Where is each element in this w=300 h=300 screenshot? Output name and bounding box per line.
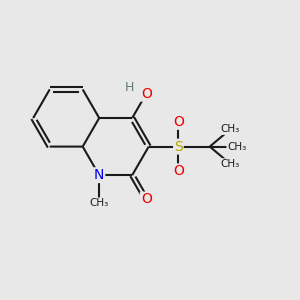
Text: CH₃: CH₃ — [221, 159, 240, 169]
Text: N: N — [94, 168, 104, 182]
Text: CH₃: CH₃ — [221, 124, 240, 134]
Text: O: O — [173, 115, 184, 129]
Text: O: O — [173, 164, 184, 178]
Text: CH₃: CH₃ — [227, 142, 246, 152]
Text: H: H — [125, 81, 134, 94]
Text: O: O — [141, 193, 152, 206]
Text: CH₃: CH₃ — [90, 198, 109, 208]
Text: O: O — [141, 87, 152, 101]
Text: S: S — [174, 140, 183, 154]
